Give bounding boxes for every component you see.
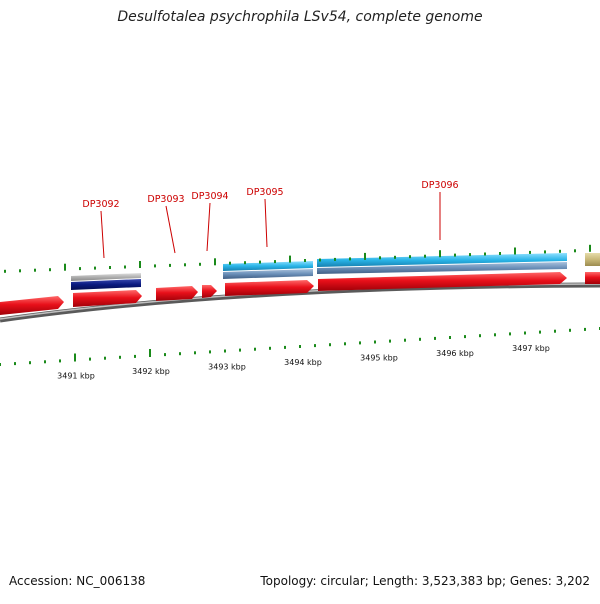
feature-block-gray[interactable] <box>71 273 141 281</box>
genome-summary: Topology: circular; Length: 3,523,383 bp… <box>260 574 590 588</box>
gene-label-dp3093[interactable]: DP3093 <box>147 194 184 205</box>
cds-arrow[interactable] <box>156 286 198 301</box>
cds-arrow[interactable] <box>225 280 314 296</box>
gene-label-leader <box>206 202 211 252</box>
gene-label-leader <box>100 210 105 259</box>
upper-tick-track <box>4 244 591 273</box>
feature-block-khaki[interactable] <box>585 253 600 266</box>
axis-tick-label: 3495 kbp <box>360 353 398 362</box>
feature-block-cyan[interactable] <box>317 253 567 267</box>
axis-tick-label: 3492 kbp <box>132 367 170 376</box>
axis-tick-label: 3494 kbp <box>284 358 322 367</box>
gene-label-leader <box>264 198 268 248</box>
genome-title: Desulfotalea psychrophila LSv54, complet… <box>117 9 483 25</box>
axis-tick-label: 3497 kbp <box>512 344 550 353</box>
gene-label-leader <box>165 205 176 254</box>
axis-tick-label: 3496 kbp <box>436 349 474 358</box>
gene-label-dp3094[interactable]: DP3094 <box>191 191 228 202</box>
gene-label-dp3092[interactable]: DP3092 <box>82 199 119 210</box>
cds-arrow[interactable] <box>202 285 217 298</box>
axis-tick-label: 3491 kbp <box>57 372 95 381</box>
cds-arrow[interactable] <box>585 272 600 284</box>
gene-label-dp3096[interactable]: DP3096 <box>421 180 458 191</box>
accession-label: Accession: NC_006138 <box>9 574 146 588</box>
gene-label-group: DP3092 DP3093 DP3094 DP3095 DP3096 <box>82 180 459 259</box>
cds-forward-track <box>0 272 600 315</box>
axis-label-group: 3491 kbp 3492 kbp 3493 kbp 3494 kbp 3495 kbp… <box>57 344 550 380</box>
feature-block-steel[interactable] <box>317 262 567 274</box>
lower-tick-track <box>0 327 600 366</box>
cds-arrow[interactable] <box>73 290 142 307</box>
feature-block-navy[interactable] <box>71 279 141 290</box>
feature-track <box>71 253 600 290</box>
axis-tick-label: 3493 kbp <box>208 362 246 371</box>
gene-label-dp3095[interactable]: DP3095 <box>246 187 283 198</box>
cds-arrow[interactable] <box>0 296 64 315</box>
cds-arrow[interactable] <box>318 272 567 291</box>
feature-block-steel[interactable] <box>223 269 313 279</box>
